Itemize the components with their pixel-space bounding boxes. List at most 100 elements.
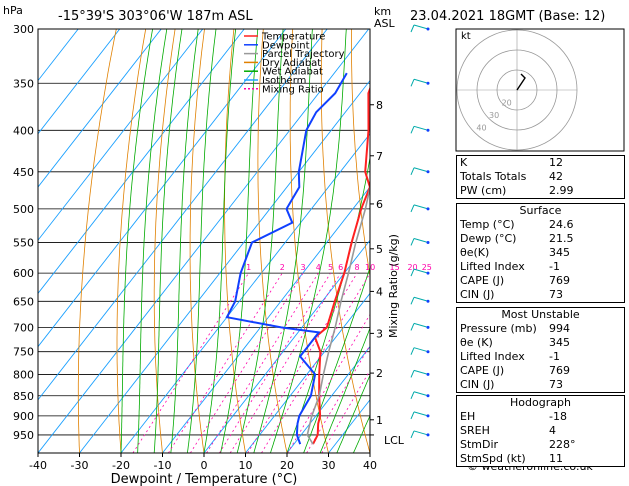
surface-panel: Surface Temp (°C) 24.6 Dewp (°C) 21.5 θe(K) 3… [456,203,625,303]
hodograph-table-panel: Hodograph EH -18 SREH 4 StmDir 228° StmSpd (kt… [456,395,625,467]
index-row: PW (cm) 2.99 [457,184,624,198]
pressure-tick-label: 950 [13,429,34,442]
wind-barb [413,268,429,274]
parcel-trajectory-profile-line [306,184,370,445]
hodograph-stat-row: SREH 4 [457,424,624,438]
isotherm-line [38,29,204,241]
surface-value: 345 [549,246,570,259]
wind-barb [413,237,429,243]
wind-barb-base [426,299,430,303]
location-label: -15°39'S 303°06'W 187m ASL [58,9,253,24]
x-tick-label: 10 [239,459,253,472]
index-value: 2.99 [549,184,574,197]
km-tick-label: 1 [376,414,383,427]
wind-barb-base [426,170,430,174]
most-unstable-label: Pressure (mb) [460,322,537,335]
wind-barb-feather [410,347,415,355]
pressure-tick-label: 450 [13,166,34,179]
lcl-label: LCL [384,434,405,447]
dry-adiabat-line [116,29,147,453]
mixing-ratio-label: 10 [365,263,375,272]
mixing-ratio-label: 15 [390,263,400,272]
x-tick-label: -30 [71,459,89,472]
most-unstable-row: CAPE (J) 769 [457,364,624,378]
mixing-ratio-line [132,272,249,453]
wind-barb [413,430,429,436]
hodograph-table-title: Hodograph [510,396,571,409]
hodograph-stat-label: StmDir [460,438,499,451]
most-unstable-value: 769 [549,364,570,377]
mixing-ratio-line [168,272,283,453]
wind-barb-feather [410,411,415,420]
wet-adiabat-line [203,29,237,453]
surface-value: 24.6 [549,218,574,231]
most-unstable-row: Lifted Index -1 [457,350,624,364]
most-unstable-row: CIN (J) 73 [457,378,624,392]
surface-label: CAPE (J) [460,274,505,287]
surface-row: Dewp (°C) 21.5 [457,232,624,246]
km-tick-label: 6 [376,198,383,211]
surface-value: 21.5 [549,232,574,245]
hodograph-stat-value: 11 [549,452,563,465]
wet-adiabat-line [253,29,313,453]
x-tick-label: 20 [280,459,294,472]
surface-row: Lifted Index -1 [457,260,624,274]
most-unstable-value: -1 [549,350,560,363]
legend-entry: Dewpoint [262,40,310,51]
hodograph-stat-value: -18 [549,410,567,423]
most-unstable-label: CIN (J) [460,378,495,391]
wind-barb-base [426,350,430,354]
hpa-unit-label: hPa [3,4,23,17]
x-axis-label: Dewpoint / Temperature (°C) [111,472,298,486]
legend-entry: Wet Adiabat [262,67,323,78]
km-tick-label: 5 [376,243,383,256]
mixing-ratio-axis-label: Mixing Ratio (g/kg) [387,234,400,338]
mixing-ratio-label: 1 [246,263,251,272]
x-tick-label: 30 [322,459,336,472]
mixing-ratio-line [206,272,319,453]
x-tick-label: -40 [29,459,47,472]
wind-barb [413,369,429,375]
dry-adiabat-line [289,29,329,453]
wind-barb [413,347,429,353]
index-label: Totals Totals [460,170,527,183]
most-unstable-panel: Most Unstable Pressure (mb) 994 θe (K) 345 L… [456,307,625,393]
pressure-tick-label: 900 [13,410,34,423]
wind-barb [413,204,429,210]
hodograph-stat-label: SREH [460,424,490,437]
pressure-tick-label: 750 [13,346,34,359]
wind-barb-base [426,271,430,275]
wet-adiabat-line [137,29,168,453]
mixing-ratio-label: 2 [280,263,285,272]
wind-barb [413,391,429,397]
dry-adiabat-line [257,29,288,453]
surface-label: CIN (J) [460,288,495,301]
x-tick-label: 0 [201,459,208,472]
isotherm-line [38,29,162,188]
x-tick-label: -10 [154,459,172,472]
surface-value: 769 [549,274,570,287]
isotherm-line [286,345,370,453]
wet-adiabat-line [153,29,183,453]
surface-row: CAPE (J) 769 [457,274,624,288]
hodograph-stat-row: EH -18 [457,410,624,424]
wind-barb-base [426,394,430,398]
isotherm-line [38,29,79,82]
wind-barb-feather [410,126,415,134]
most-unstable-value: 994 [549,322,570,335]
x-tick-label: -20 [112,459,130,472]
wind-barb-feather [410,391,415,399]
mixing-ratio-line [229,272,342,453]
surface-label: θe(K) [460,246,490,259]
mixing-ratio-label: 25 [422,263,432,272]
temperature-profile-line [312,85,370,445]
x-tick-label: 40 [363,459,377,472]
legend-entry: Dry Adiabat [262,58,321,69]
wind-barb-feather [410,370,415,378]
wind-barb-feather [410,268,415,277]
wind-barb [413,167,429,173]
km-tick-label: 3 [376,327,383,340]
km-tick-label: 7 [376,150,383,163]
wet-adiabat-line [336,374,370,453]
